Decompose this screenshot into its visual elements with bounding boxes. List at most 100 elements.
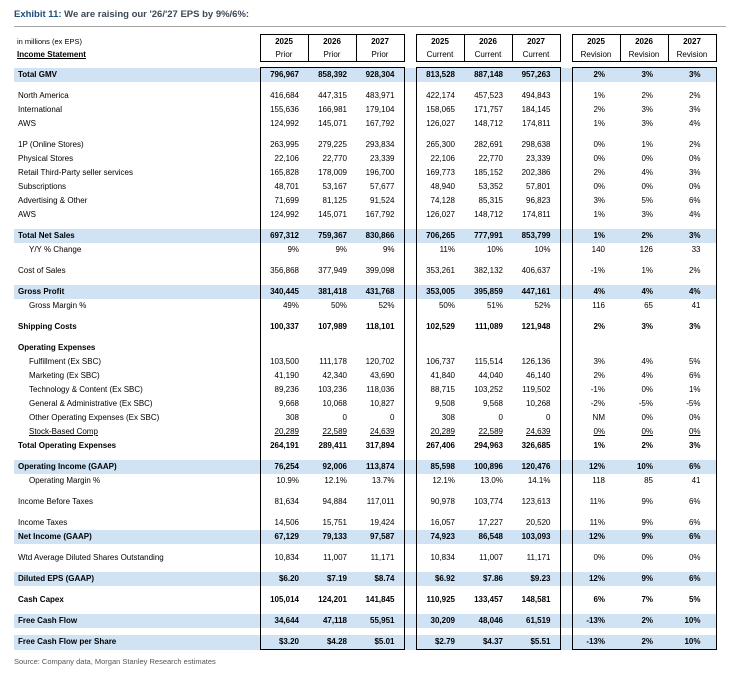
- current-2027-cell: $5.51: [512, 635, 561, 650]
- table-header: in millions (ex EPS) 2025 2026 2027 2025…: [14, 34, 717, 68]
- revision-2025-cell: 2%: [571, 320, 620, 334]
- revision-2025-cell: [571, 509, 620, 516]
- row-label: AWS: [18, 119, 36, 128]
- current-2025-cell: 102,529: [415, 320, 464, 334]
- revision-2027-cell: 3%: [668, 103, 717, 117]
- current-2025-cell: 30,209: [415, 614, 464, 628]
- column-gap: [404, 635, 416, 650]
- sublabel-cell: Revision: [619, 48, 669, 62]
- row-label: [14, 82, 260, 89]
- current-2026-cell: [464, 278, 512, 285]
- column-gap: [560, 229, 572, 243]
- current-2025-cell: 9,508: [415, 397, 464, 411]
- current-2027-cell: 57,801: [512, 180, 561, 194]
- current-2027-cell: 174,811: [512, 208, 561, 222]
- row-label: Y/Y % Change: [29, 245, 82, 254]
- exhibit-title: Exhibit 11: We are raising our '26/'27 E…: [0, 9, 740, 21]
- table-row: Total Operating Expenses 264,191 289,411 31…: [14, 439, 717, 453]
- column-gap: [404, 607, 416, 614]
- current-2027-cell: [512, 628, 561, 635]
- table-row: Other Operating Expenses (Ex SBC) 308 0 0 30…: [14, 411, 717, 425]
- prior-2025-cell: 9,668: [259, 397, 308, 411]
- revision-2025-cell: [571, 313, 620, 320]
- prior-2026-cell: 12.1%: [324, 476, 347, 485]
- current-2027-cell: 447,161: [512, 285, 561, 299]
- row-label: [14, 488, 260, 495]
- prior-2026-cell: 377,949: [318, 266, 347, 275]
- current-2026-cell: [464, 257, 512, 264]
- revision-2025-cell: 0%: [571, 180, 620, 194]
- revision-2025-cell: -1%: [571, 383, 620, 397]
- revision-2026-cell: 0%: [641, 413, 653, 422]
- column-gap: [404, 222, 416, 229]
- current-2025-cell: 126,027: [415, 117, 464, 131]
- prior-2025-cell: 697,312: [259, 229, 308, 243]
- table-row: Advertising & Other 71,699 81,125 91,524 74,…: [14, 194, 717, 208]
- revision-2027-cell: 4%: [668, 208, 717, 222]
- prior-2025-cell: 356,868: [259, 264, 308, 278]
- prior-2027-cell: 11,171: [356, 551, 405, 565]
- revision-2025-cell: 2%: [571, 166, 620, 180]
- revision-2026-cell: [620, 509, 668, 516]
- column-gap: [560, 117, 572, 131]
- current-2026-cell: 148,712: [474, 210, 503, 219]
- current-2025-cell: 10,834: [415, 551, 464, 565]
- column-gap: [404, 103, 416, 117]
- current-2027-cell: [512, 222, 561, 229]
- current-2027-cell: 0: [512, 411, 561, 425]
- prior-2026-cell: 94,884: [322, 497, 347, 506]
- prior-2026-cell: 9%: [335, 245, 347, 254]
- prior-2025-cell: [259, 544, 308, 551]
- revision-2026-cell: 4%: [641, 168, 653, 177]
- column-gap: [404, 117, 416, 131]
- prior-2027-cell: $5.01: [356, 635, 405, 650]
- sublabel-cell: Current: [415, 48, 465, 62]
- prior-2026-cell: [308, 565, 356, 572]
- revision-2025-cell: [571, 341, 620, 355]
- prior-2025-cell: 34,644: [259, 614, 308, 628]
- current-2025-cell: [415, 334, 464, 341]
- revision-2026-cell: [620, 586, 668, 593]
- current-2026-cell: 171,757: [474, 105, 503, 114]
- revision-2026-cell: 3%: [641, 210, 653, 219]
- row-label: Operating Income (GAAP): [14, 460, 260, 474]
- revision-2026-cell: 0%: [641, 182, 653, 191]
- prior-2027-cell: 113,874: [356, 460, 405, 474]
- current-2026-cell: 457,523: [474, 91, 503, 100]
- prior-2025-cell: [259, 131, 308, 138]
- column-gap: [404, 278, 416, 285]
- current-2027-cell: [512, 544, 561, 551]
- column-gap: [404, 194, 416, 208]
- revision-2026-cell: [620, 565, 668, 572]
- column-gap: [560, 264, 572, 278]
- table-row: Operating Income (GAAP) 76,254 92,006 113,8…: [14, 460, 717, 474]
- prior-2027-cell: 830,866: [356, 229, 405, 243]
- prior-2026-cell: 22,589: [322, 427, 347, 436]
- row-label: [14, 313, 260, 320]
- row-label: [14, 257, 260, 264]
- current-2025-cell: 353,261: [415, 264, 464, 278]
- prior-2026-cell: $7.19: [308, 572, 356, 586]
- prior-2025-cell: 264,191: [259, 439, 308, 453]
- revision-2026-cell: [620, 334, 668, 341]
- current-2027-cell: 20,520: [512, 516, 561, 530]
- current-2026-cell: 53,352: [478, 182, 503, 191]
- column-gap: [404, 572, 416, 586]
- current-2027-cell: 121,948: [512, 320, 561, 334]
- revision-2027-cell: 6%: [668, 460, 717, 474]
- revision-2027-cell: 3%: [668, 67, 717, 82]
- column-gap: [560, 48, 572, 62]
- spacer-row: [14, 453, 717, 460]
- current-2025-cell: 126,027: [415, 208, 464, 222]
- current-2027-cell: 119,502: [512, 383, 561, 397]
- prior-2026-cell: 50%: [330, 301, 347, 310]
- row-label: [14, 607, 260, 614]
- column-gap: [404, 67, 416, 82]
- table-row: Diluted EPS (GAAP) $6.20 $7.19 $8.74 $6.92 $7…: [14, 572, 717, 586]
- column-gap: [560, 551, 572, 565]
- column-gap: [404, 516, 416, 530]
- column-gap: [404, 82, 416, 89]
- sublabel-cell: Revision: [571, 48, 621, 62]
- prior-2027-cell: $8.74: [356, 572, 405, 586]
- current-2026-cell: 185,152: [474, 168, 503, 177]
